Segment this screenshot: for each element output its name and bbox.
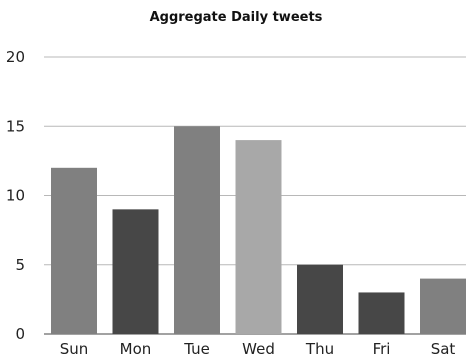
x-tick-label: Fri <box>373 340 391 356</box>
y-tick-label: 0 <box>15 325 25 343</box>
bar-sun <box>51 167 97 334</box>
x-tick-label: Sun <box>60 340 89 356</box>
x-tick-label: Wed <box>242 340 275 356</box>
x-tick-label: Tue <box>183 340 210 356</box>
y-axis-ticks: 0 5 10 15 20 <box>6 48 25 343</box>
x-tick-label: Thu <box>305 340 334 356</box>
y-tick-label: 15 <box>6 117 25 135</box>
bars <box>51 126 466 334</box>
x-tick-label: Mon <box>120 340 152 356</box>
chart-title: Aggregate Daily tweets <box>150 10 323 25</box>
y-tick-label: 20 <box>6 48 25 66</box>
bar-wed <box>235 140 282 334</box>
bar-mon <box>112 209 159 334</box>
x-tick-label: Sat <box>431 340 456 356</box>
bar-sat <box>420 278 466 334</box>
y-tick-label: 5 <box>15 256 25 274</box>
y-tick-label: 10 <box>6 187 25 205</box>
bar-tue <box>174 126 220 334</box>
x-axis-ticks: Sun Mon Tue Wed Thu Fri Sat <box>60 340 456 356</box>
bar-fri <box>358 292 405 334</box>
bar-thu <box>297 264 343 334</box>
